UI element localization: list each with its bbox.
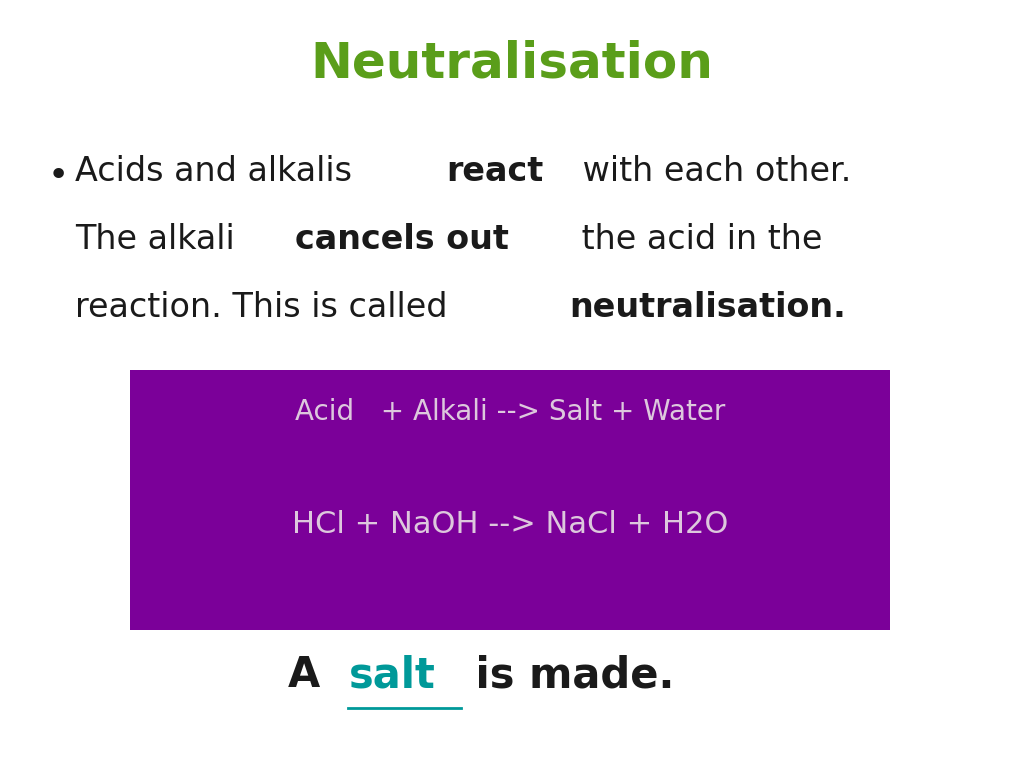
Text: Neutralisation: Neutralisation	[310, 40, 714, 88]
Text: reaction. This is called: reaction. This is called	[75, 291, 458, 324]
Text: the acid in the: the acid in the	[570, 223, 822, 256]
Text: cancels out: cancels out	[295, 223, 509, 256]
Text: salt: salt	[348, 654, 435, 696]
Text: neutralisation.: neutralisation.	[569, 291, 846, 324]
Text: The alkali: The alkali	[75, 223, 246, 256]
Text: with each other.: with each other.	[571, 155, 851, 188]
Text: Acid   + Alkali --> Salt + Water: Acid + Alkali --> Salt + Water	[295, 398, 725, 426]
Text: HCl + NaOH --> NaCl + H2O: HCl + NaOH --> NaCl + H2O	[292, 510, 728, 539]
Text: A: A	[288, 654, 335, 696]
Text: is made.: is made.	[461, 654, 674, 696]
Text: react: react	[446, 155, 544, 188]
Text: •: •	[48, 159, 70, 193]
Polygon shape	[130, 370, 890, 630]
Text: Acids and alkalis: Acids and alkalis	[75, 155, 362, 188]
